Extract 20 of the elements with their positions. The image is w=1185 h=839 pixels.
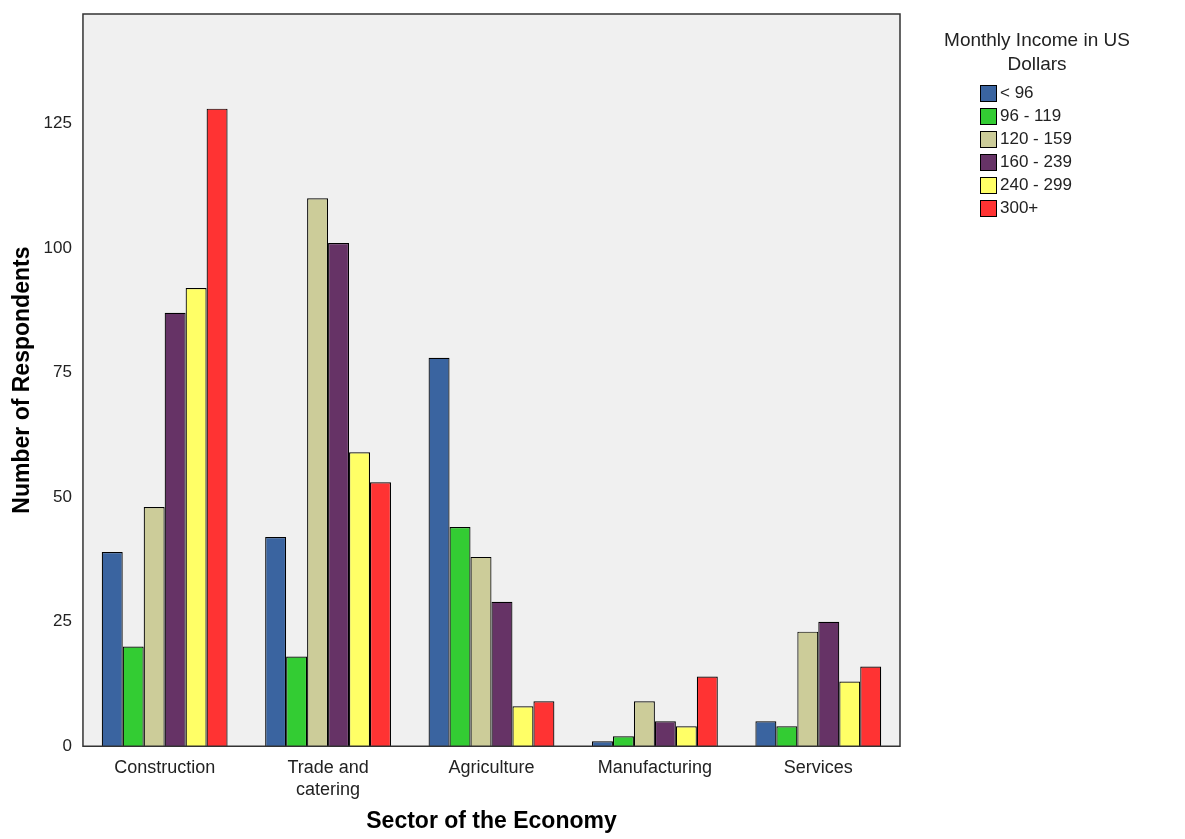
y-axis-title: Number of Respondents xyxy=(8,246,35,514)
y-tick-label: 125 xyxy=(43,113,72,133)
legend-label: < 96 xyxy=(1000,83,1034,103)
x-tick-label: Construction xyxy=(114,756,216,777)
legend-label: 96 - 119 xyxy=(1000,106,1062,126)
legend-label: 160 - 239 xyxy=(1000,152,1072,172)
legend-title: Monthly Income in US Dollars xyxy=(943,28,1131,76)
x-tick-label: Manufacturing xyxy=(597,756,712,777)
x-tick-label: Services xyxy=(783,756,853,777)
legend-label: 300+ xyxy=(1000,198,1039,218)
y-tick-label: 25 xyxy=(53,611,72,631)
x-axis-title: Sector of the Economy xyxy=(366,806,617,833)
y-tick-label: 0 xyxy=(62,735,72,755)
legend-label: 240 - 299 xyxy=(1000,175,1072,195)
legend-label: 120 - 159 xyxy=(1000,129,1072,149)
x-tick-label: Trade and catering xyxy=(287,756,369,799)
y-tick-label: 100 xyxy=(43,237,72,257)
y-tick-label: 50 xyxy=(53,486,72,506)
x-tick-label: Agriculture xyxy=(448,756,535,777)
y-tick-label: 75 xyxy=(53,362,72,382)
